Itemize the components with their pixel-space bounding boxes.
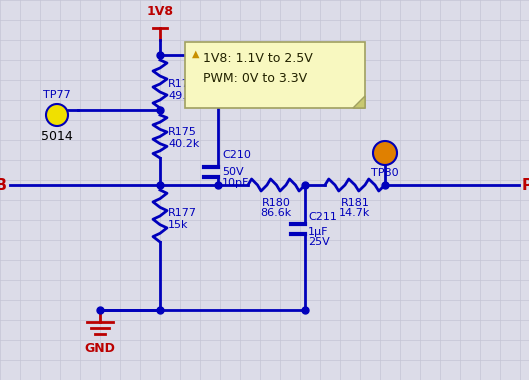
- Text: PWM: 0V to 3.3V: PWM: 0V to 3.3V: [203, 72, 307, 85]
- Text: TP80: TP80: [371, 168, 399, 178]
- Text: R177: R177: [168, 208, 197, 218]
- Text: PWM: PWM: [522, 177, 529, 193]
- Text: 1μF: 1μF: [308, 227, 329, 237]
- Text: 40.2k: 40.2k: [168, 139, 199, 149]
- Text: 15k: 15k: [168, 220, 188, 230]
- Text: R180: R180: [261, 198, 290, 208]
- Polygon shape: [353, 96, 365, 108]
- Text: 10pF: 10pF: [222, 178, 249, 188]
- Circle shape: [373, 141, 397, 165]
- Circle shape: [46, 104, 68, 126]
- Text: 25V: 25V: [308, 237, 330, 247]
- Text: FB: FB: [0, 177, 8, 193]
- Text: TP77: TP77: [43, 90, 71, 100]
- Text: R175: R175: [168, 127, 197, 137]
- Text: 49.9: 49.9: [168, 91, 193, 101]
- Text: 86.6k: 86.6k: [260, 208, 291, 218]
- Text: ▲: ▲: [192, 49, 199, 59]
- Text: 1V8: 1.1V to 2.5V: 1V8: 1.1V to 2.5V: [203, 52, 313, 65]
- Text: 1V8: 1V8: [147, 5, 174, 18]
- Text: 14.7k: 14.7k: [339, 208, 371, 218]
- FancyBboxPatch shape: [185, 42, 365, 108]
- Text: 5014: 5014: [41, 130, 73, 143]
- Text: 50V: 50V: [222, 167, 244, 177]
- Text: C210: C210: [222, 150, 251, 160]
- Text: GND: GND: [85, 342, 115, 355]
- Text: C211: C211: [308, 212, 337, 222]
- Text: R181: R181: [341, 198, 369, 208]
- Text: R172: R172: [168, 79, 197, 89]
